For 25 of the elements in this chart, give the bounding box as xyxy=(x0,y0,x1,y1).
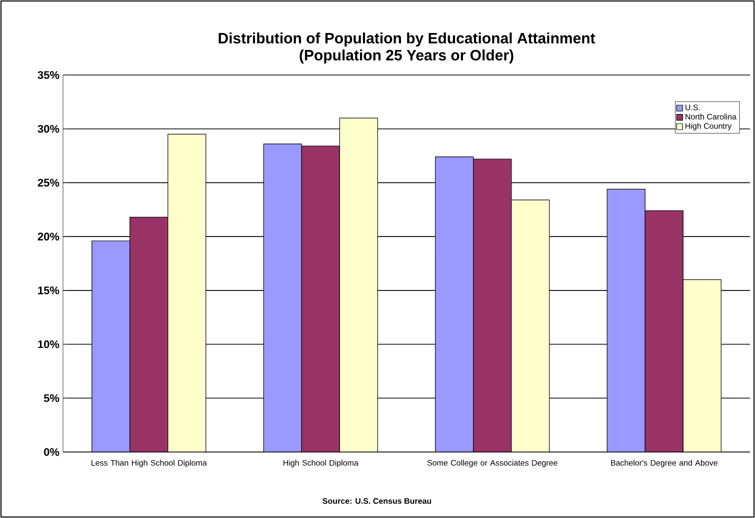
legend-label: U.S. xyxy=(686,104,700,110)
bar xyxy=(435,156,474,452)
legend-label: North Carolina xyxy=(686,114,736,120)
chart-title: Distribution of Population by Educational Attainment (Population 25 Years or Older) xyxy=(218,32,596,64)
bar xyxy=(92,240,130,452)
x-tick-label: High School Diploma xyxy=(283,460,358,468)
x-tick-label: Bachelor's Degree and Above xyxy=(611,460,718,468)
y-tick-label: 15% xyxy=(38,286,60,294)
x-tick-label: Less Than High School Diploma xyxy=(92,460,207,468)
y-tick-label: 20% xyxy=(38,232,60,240)
bar xyxy=(511,200,550,452)
bar xyxy=(340,118,378,452)
bar xyxy=(606,188,646,452)
legend-label: High Country xyxy=(686,122,732,130)
y-tick-label: 0% xyxy=(44,448,60,456)
bar xyxy=(264,144,302,452)
y-tick-label: 30% xyxy=(38,124,60,133)
y-tick-label: 10% xyxy=(38,340,60,348)
y-tick-label: 35% xyxy=(38,71,60,79)
y-tick-label: 5% xyxy=(44,394,60,402)
bar xyxy=(682,279,722,452)
bar xyxy=(168,134,206,452)
x-tick-label: Some College or Associates Degree xyxy=(427,460,558,468)
source-note: Source: U.S. Census Bureau xyxy=(322,498,432,504)
y-tick-label: 25% xyxy=(38,178,60,187)
